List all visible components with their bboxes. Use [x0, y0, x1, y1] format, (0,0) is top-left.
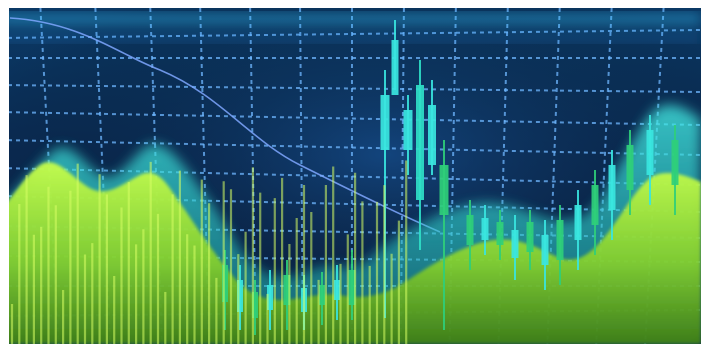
top-border [0, 0, 701, 8]
candle-body [591, 185, 599, 225]
grid-line-v [595, 0, 613, 344]
candle-body [252, 292, 258, 318]
grid-line-h [0, 29, 701, 39]
grid-line-h [0, 84, 701, 93]
grid-line-v [448, 0, 457, 344]
candle-body [556, 220, 564, 260]
grid-line-v [497, 0, 509, 344]
grid-line-h [0, 195, 701, 213]
candle-body [416, 85, 424, 200]
lime-area [0, 162, 701, 344]
grid-line-v [399, 0, 405, 344]
candle-body [428, 105, 436, 165]
grid-line-v [149, 0, 163, 344]
left-border [0, 0, 9, 344]
candle-body [222, 265, 228, 302]
candle-body [466, 215, 474, 245]
volume-ticks [10, 160, 408, 344]
candle-body [334, 280, 340, 300]
candle-body [403, 110, 413, 150]
grid-line-h [0, 167, 701, 186]
grid-line-h [0, 139, 701, 156]
candle-body [481, 218, 489, 240]
candle-body [526, 222, 534, 252]
trend-line [9, 17, 441, 233]
candle-body [671, 140, 679, 185]
candle-body [541, 235, 549, 265]
candle-body [380, 95, 390, 150]
grid-line-v [299, 0, 304, 344]
grid-line-h [0, 111, 701, 126]
candle-body [626, 145, 634, 190]
candle-body [496, 222, 504, 245]
grid-line-v [39, 0, 60, 344]
candle-body [348, 270, 356, 305]
grid-line-v [199, 0, 210, 344]
grid-line-v [546, 0, 561, 344]
candle-body [391, 40, 399, 95]
top-blur-band [0, 14, 701, 41]
candle-body [439, 165, 449, 215]
candle-body [319, 285, 325, 305]
candlesticks [222, 20, 679, 335]
candle-body [646, 130, 654, 175]
grid-line-v [644, 0, 665, 344]
candle-body [237, 280, 243, 312]
grid-line-v [94, 0, 112, 344]
candle-body [511, 230, 519, 258]
candle-body [574, 205, 582, 240]
candle-body [283, 275, 291, 305]
candle-body [267, 285, 273, 310]
grid-line-v [249, 0, 257, 344]
candle-body [608, 165, 616, 210]
